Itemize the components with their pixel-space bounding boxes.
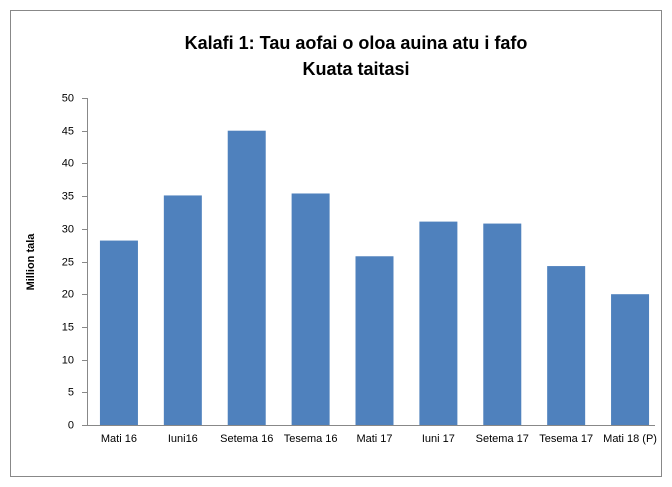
bar: [291, 193, 330, 425]
y-tick-label: 0: [68, 419, 74, 431]
y-tick-label: 50: [62, 92, 74, 104]
y-axis-label: Million tala: [25, 233, 37, 291]
bar: [163, 195, 202, 425]
bar: [547, 266, 586, 425]
x-tick-label: Mati 17: [356, 433, 392, 445]
y-tick-label: 40: [62, 157, 74, 169]
x-tick-label: Mati 18 (P): [603, 433, 657, 445]
bar: [227, 130, 266, 425]
bar: [99, 240, 138, 425]
x-tick-label: Iuni 17: [422, 433, 455, 445]
x-tick-label: Setema 17: [476, 433, 529, 445]
bar: [483, 223, 522, 425]
y-tick-label: 30: [62, 223, 74, 235]
x-tick-label: Tesema 17: [539, 433, 593, 445]
y-tick-label: 35: [62, 190, 74, 202]
chart-title: Kalafi 1: Tau aofai o oloa auina atu i f…: [185, 33, 528, 53]
y-tick-label: 20: [62, 288, 74, 300]
x-tick-label: Tesema 16: [284, 433, 338, 445]
bar: [355, 256, 394, 425]
bar: [611, 294, 650, 425]
x-tick-label: Iuni16: [168, 433, 198, 445]
y-tick-label: 5: [68, 386, 74, 398]
y-tick-label: 45: [62, 125, 74, 137]
x-tick-label: Mati 16: [101, 433, 137, 445]
x-tick-label: Setema 16: [220, 433, 273, 445]
y-tick-label: 15: [62, 321, 74, 333]
y-tick-label: 10: [62, 354, 74, 366]
chart-subtitle: Kuata taitasi: [302, 59, 409, 79]
y-tick-label: 25: [62, 256, 74, 268]
bar: [419, 221, 458, 425]
